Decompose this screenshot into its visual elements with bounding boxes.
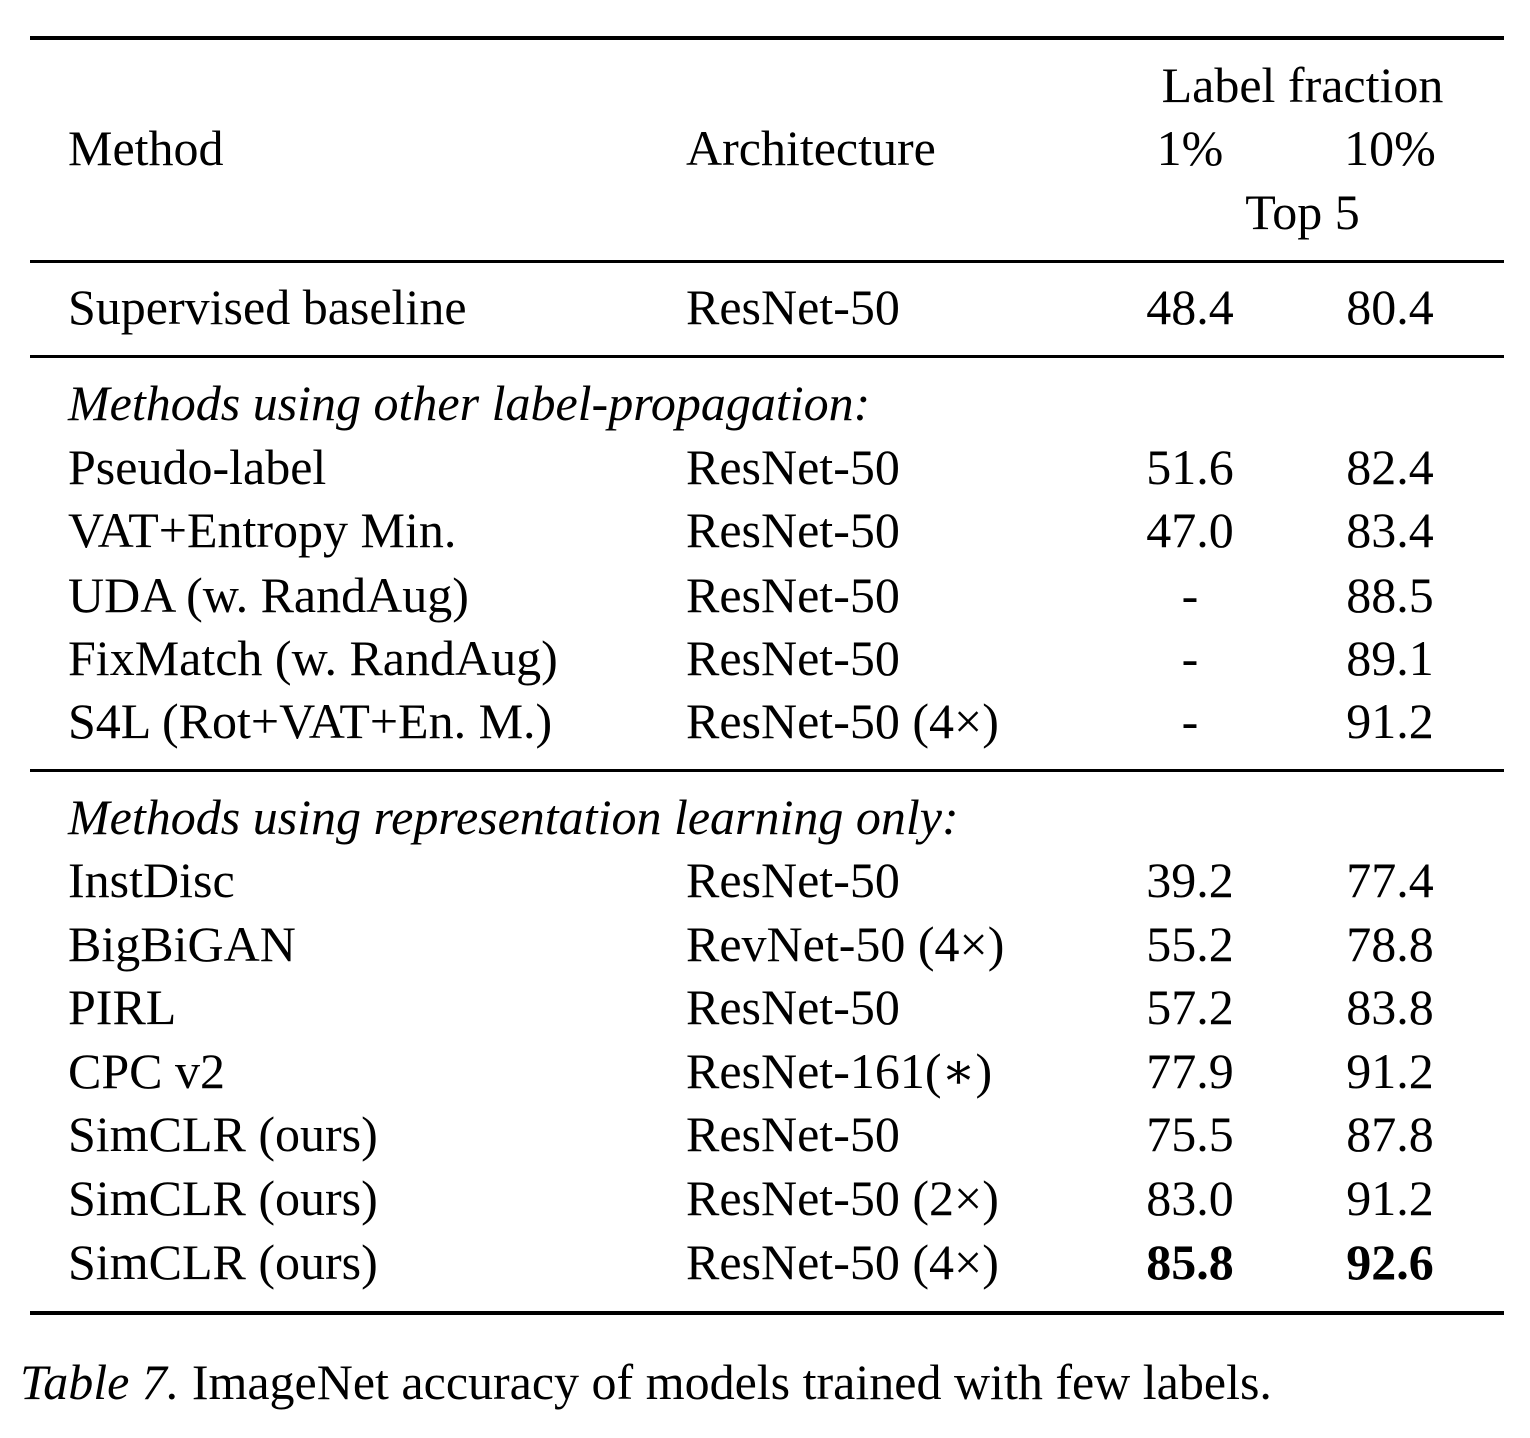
table-row-v1: 57.2 [1146,979,1234,1035]
table-row-v10: 88.5 [1346,567,1434,623]
table-row-arch: ResNet-50 [686,979,900,1035]
table-row-arch: ResNet-161(∗) [686,1043,993,1099]
table-row-arch: RevNet-50 (4×) [686,916,1005,972]
header-pct1: 1% [1156,120,1224,176]
table-row-arch: ResNet-50 [686,439,900,495]
table-row-method: FixMatch (w. RandAug) [68,630,558,686]
table-row-method: Pseudo-label [68,439,327,495]
table-row-method: UDA (w. RandAug) [68,567,469,623]
bottom-rule [30,1311,1504,1315]
header-method: Method [68,120,224,176]
baseline-rule [30,355,1504,358]
table-row-arch: ResNet-50 [686,852,900,908]
table-caption: Table 7. ImageNet accuracy of models tra… [20,1352,1272,1412]
caption-label: Table 7. [20,1354,180,1410]
table-row-v10: 78.8 [1346,916,1434,972]
table-row-v10: 83.4 [1346,502,1434,558]
caption-text: ImageNet accuracy of models trained with… [191,1354,1272,1410]
table-row-arch: ResNet-50 (2×) [686,1170,999,1226]
table-row-method: CPC v2 [68,1043,226,1099]
table-row-v10: 77.4 [1346,852,1434,908]
header-architecture: Architecture [686,120,936,176]
table-row-v1: 77.9 [1146,1043,1234,1099]
table-row-v10: 89.1 [1346,630,1434,686]
table-row-arch: ResNet-50 (4×) [686,693,999,749]
table-row-v1: 83.0 [1146,1170,1234,1226]
table-row-v1: 39.2 [1146,852,1234,908]
table-row-v1: 47.0 [1146,502,1234,558]
top-rule [30,36,1504,40]
baseline-v1: 48.4 [1146,279,1234,335]
table-row-v10: 91.2 [1346,1170,1434,1226]
group-rule [30,769,1504,772]
table-row-v10-best: 92.6 [1346,1234,1434,1290]
table-row-v1: - [1181,567,1199,623]
table-row-method: InstDisc [68,852,235,908]
table-row-v1: 55.2 [1146,916,1234,972]
table-row-v1-best: 85.8 [1146,1234,1234,1290]
table-row-method: PIRL [68,979,177,1035]
table-row-method: BigBiGAN [68,916,296,972]
table-row-arch: ResNet-50 [686,1106,900,1162]
group1-title: Methods using other label-propagation: [68,375,871,431]
table-row-method: SimCLR (ours) [68,1170,378,1226]
table-row-method: SimCLR (ours) [68,1234,378,1290]
table-row-v10: 82.4 [1346,439,1434,495]
header-metric: Top 5 [1245,184,1360,240]
header-pct10: 10% [1344,120,1436,176]
table-row-v1: - [1181,693,1199,749]
table-row-method: S4L (Rot+VAT+En. M.) [68,693,553,749]
table-row-v1: - [1181,630,1199,686]
table-row-v10: 83.8 [1346,979,1434,1035]
header-label-fraction: Label fraction [1161,57,1444,113]
table-row-v10: 91.2 [1346,1043,1434,1099]
header-rule [30,260,1504,263]
table-row-arch: ResNet-50 [686,502,900,558]
table-row-v1: 51.6 [1146,439,1234,495]
table-row-method: VAT+Entropy Min. [68,502,457,558]
baseline-v10: 80.4 [1346,279,1434,335]
table-row-arch: ResNet-50 [686,567,900,623]
group2-title: Methods using representation learning on… [68,789,959,845]
table-row-v10: 91.2 [1346,693,1434,749]
table-row-method: SimCLR (ours) [68,1106,378,1162]
baseline-arch: ResNet-50 [686,279,900,335]
baseline-method: Supervised baseline [68,279,467,335]
table-row-arch: ResNet-50 (4×) [686,1234,999,1290]
table-row-arch: ResNet-50 [686,630,900,686]
table-row-v1: 75.5 [1146,1106,1234,1162]
table-row-v10: 87.8 [1346,1106,1434,1162]
